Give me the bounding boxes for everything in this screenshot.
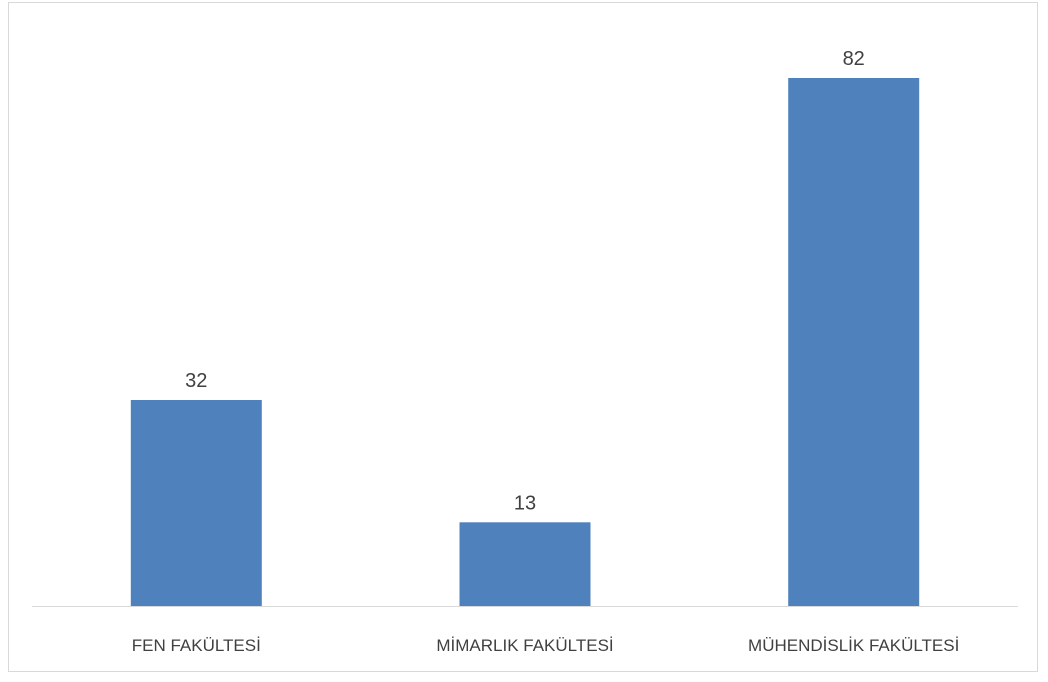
bar-3: [788, 78, 920, 606]
bars-layer: [130, 78, 920, 606]
data-label-2: 13: [514, 492, 536, 514]
category-label-2: MİMARLIK FAKÜLTESİ: [436, 636, 613, 655]
category-label-3: MÜHENDİSLİK FAKÜLTESİ: [748, 636, 959, 655]
data-label-1: 32: [185, 370, 207, 392]
bar-2: [459, 522, 591, 606]
category-labels: FEN FAKÜLTESİ MİMARLIK FAKÜLTESİ MÜHENDİSL…: [132, 636, 960, 655]
labels-layer: 32 13 82: [185, 48, 865, 514]
category-label-1: FEN FAKÜLTESİ: [132, 636, 261, 655]
data-label-3: 82: [843, 48, 865, 70]
bar-1: [130, 400, 262, 606]
